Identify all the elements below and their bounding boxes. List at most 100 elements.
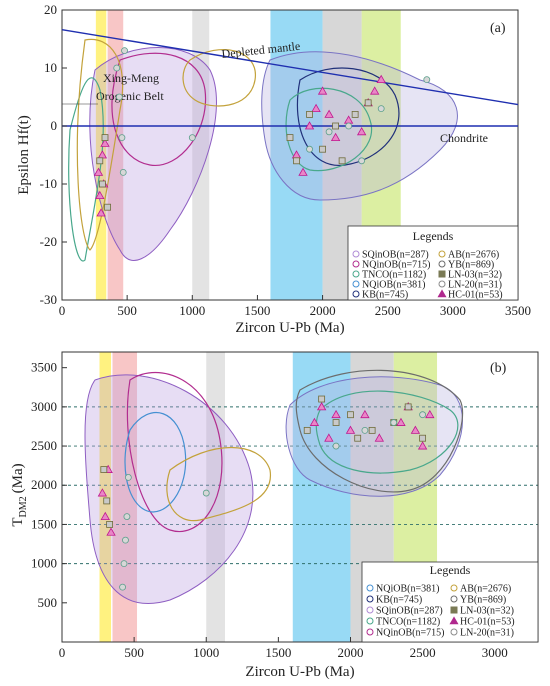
depleted-mantle-line bbox=[61, 29, 519, 106]
x-tick-label-7: 3500 bbox=[505, 303, 531, 318]
legend-label-0: SQinOB(n=287) bbox=[362, 250, 429, 261]
legend-marker-0 bbox=[366, 584, 374, 592]
legend-label-7: HC-01(n=53) bbox=[460, 617, 515, 628]
data-point-circle-2-2 bbox=[122, 536, 129, 544]
field-sqinob-b bbox=[84, 374, 254, 604]
data-point-triangle-0-17 bbox=[376, 74, 386, 83]
legend-marker-9 bbox=[450, 628, 458, 636]
field-archean-b bbox=[285, 376, 463, 497]
data-point-triangle-0-10 bbox=[317, 86, 328, 95]
data-point-circle-2-4 bbox=[121, 47, 128, 54]
field-nqinob bbox=[111, 52, 207, 166]
field-yb-b bbox=[295, 369, 464, 493]
legend-marker-2 bbox=[366, 595, 374, 603]
data-point-triangle-0-8 bbox=[304, 121, 315, 130]
data-point-triangle-0-9 bbox=[360, 409, 370, 419]
legend-label-1: AB(n=2676) bbox=[448, 250, 499, 261]
y-tick-label-5: -30 bbox=[40, 292, 57, 307]
panel-b-markers bbox=[97, 395, 435, 591]
x-tick-label-5: 2500 bbox=[375, 303, 401, 318]
legend-marker-9 bbox=[437, 289, 447, 298]
panel-b-legend-title: Legends bbox=[430, 563, 471, 577]
panel-a-legend-items: SQinOB(n=287) AB(n=2676) NQinOB(n=715) YB(n… bbox=[352, 250, 503, 301]
x-tick-label-6: 3000 bbox=[440, 303, 466, 318]
chondrite-label: Chondrite bbox=[440, 131, 488, 145]
legend-marker-1 bbox=[438, 250, 446, 258]
data-point-square-1-6 bbox=[306, 111, 313, 118]
y-tick-label-2: 2500 bbox=[31, 438, 57, 453]
data-point-triangle-0-5 bbox=[100, 138, 110, 147]
band-2 bbox=[192, 10, 210, 300]
legend-label-0: NQiOB(n=381) bbox=[376, 584, 439, 595]
y-tick-label-2: 0 bbox=[51, 118, 58, 133]
svg-text:TDM2(Ma): TDM2 (Ma) bbox=[10, 463, 29, 526]
legend-marker-8 bbox=[366, 628, 374, 636]
data-point-square-1-2 bbox=[106, 521, 113, 528]
data-point-triangle-0-16 bbox=[369, 86, 380, 95]
legend-label-6: NQiOB(n=381) bbox=[362, 280, 425, 291]
data-point-triangle-0-9 bbox=[311, 103, 321, 112]
panel-b-legend-box bbox=[361, 561, 539, 643]
legend-marker-4 bbox=[352, 270, 360, 278]
data-point-triangle-0-1 bbox=[100, 511, 110, 520]
x-tick-label-2: 1000 bbox=[193, 645, 219, 660]
data-point-circle-2-0 bbox=[113, 64, 121, 72]
data-point-square-1-5 bbox=[293, 157, 300, 165]
data-point-triangle-0-0 bbox=[93, 167, 104, 176]
legend-marker-8 bbox=[352, 290, 360, 298]
y-tick-label-1: 3000 bbox=[31, 399, 57, 414]
legend-label-2: KB(n=745) bbox=[376, 595, 422, 606]
data-point-square-1-1 bbox=[98, 180, 106, 188]
data-point-square-1-3 bbox=[104, 203, 111, 211]
legend-label-7: LN-20(n=31) bbox=[448, 280, 502, 291]
data-point-triangle-0-8 bbox=[345, 425, 356, 434]
x-tick-label-4: 2000 bbox=[337, 645, 363, 660]
panel-a-x-label: Zircon U-Pb (Ma) bbox=[235, 320, 344, 336]
data-point-circle-2-4 bbox=[124, 474, 132, 481]
data-point-circle-2-1 bbox=[120, 560, 128, 568]
field-tnco bbox=[68, 77, 104, 262]
x-tick-label-5: 2500 bbox=[410, 645, 436, 660]
panel-b-x-ticks: 0 500 1000 1500 2000 2500 3000 bbox=[59, 637, 508, 660]
data-point-triangle-0-4 bbox=[309, 417, 320, 426]
legend-marker-4 bbox=[366, 606, 374, 614]
data-point-circle-2-8 bbox=[390, 419, 398, 426]
data-point-triangle-0-15 bbox=[425, 409, 435, 419]
data-point-circle-2-9 bbox=[358, 157, 366, 165]
panel-b-legend-items: NQiOB(n=381) AB(n=2676) KB(n=745) YB(n=869)… bbox=[366, 584, 515, 639]
y-label-main: T bbox=[10, 517, 26, 526]
data-point-triangle-0-6 bbox=[324, 433, 334, 442]
data-point-square-1-11 bbox=[364, 99, 372, 107]
y-tick-label-3: 2000 bbox=[31, 477, 57, 492]
x-tick-label-0: 0 bbox=[59, 303, 66, 318]
data-point-triangle-0-7 bbox=[331, 409, 341, 419]
xing-meng-label-2: Orogenic Belt bbox=[96, 89, 164, 103]
y-tick-label-0: 3500 bbox=[31, 360, 57, 375]
panel-a-label: (a) bbox=[490, 21, 506, 36]
data-point-triangle-0-11 bbox=[396, 417, 406, 426]
data-point-square-1-7 bbox=[319, 145, 326, 153]
data-point-triangle-0-13 bbox=[410, 425, 421, 434]
data-point-triangle-0-7 bbox=[298, 167, 308, 176]
data-point-circle-2-0 bbox=[119, 583, 126, 591]
data-point-triangle-0-14 bbox=[356, 126, 367, 136]
data-point-square-1-7 bbox=[354, 434, 362, 442]
band-2 bbox=[206, 352, 225, 642]
legend-label-3: YB(n=869) bbox=[448, 260, 494, 271]
data-point-circle-2-2 bbox=[118, 134, 126, 142]
panel-b-plot-frame bbox=[61, 351, 539, 643]
panel-b-label: (b) bbox=[490, 361, 507, 376]
data-point-square-1-0 bbox=[100, 466, 108, 473]
data-point-circle-2-3 bbox=[123, 513, 131, 520]
y-tick-label-3: -10 bbox=[40, 176, 57, 191]
data-point-circle-2-8 bbox=[345, 122, 353, 130]
data-point-circle-2-6 bbox=[332, 442, 340, 450]
panel-b-y-ticks: 3500 3000 2500 2000 1500 1000 500 bbox=[31, 360, 67, 610]
field-ab-a2 bbox=[182, 49, 256, 107]
data-point-circle-2-1 bbox=[115, 93, 123, 101]
data-point-triangle-0-2 bbox=[96, 208, 106, 217]
panel-a-legend-box bbox=[347, 225, 519, 301]
data-point-square-1-10 bbox=[404, 403, 412, 411]
legend-label-4: SQinOB(n=287) bbox=[376, 606, 443, 617]
panel-a-y-ticks: 20 10 0 -10 -20 -30 bbox=[40, 2, 67, 307]
